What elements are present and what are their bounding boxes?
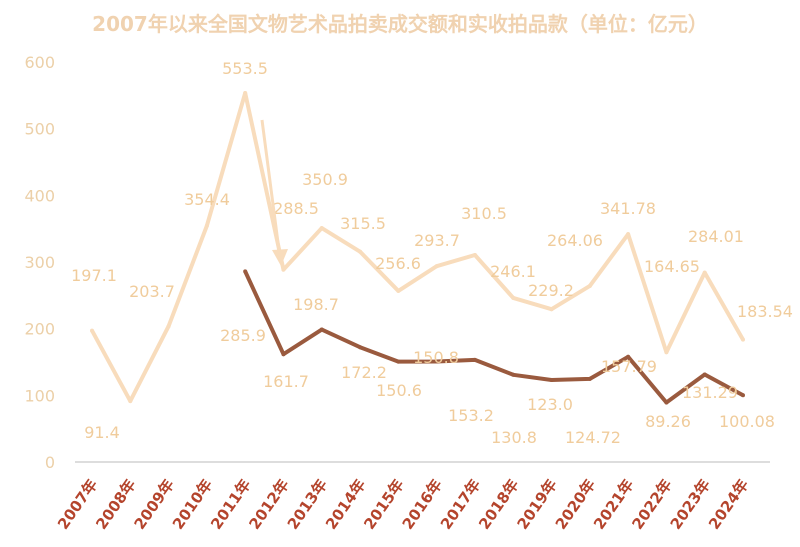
data-label: 293.7 bbox=[414, 231, 460, 250]
data-label: 315.5 bbox=[340, 214, 386, 233]
data-label: 150.8 bbox=[413, 348, 459, 367]
data-label: 150.6 bbox=[376, 381, 422, 400]
data-point bbox=[549, 378, 554, 382]
data-point bbox=[664, 400, 669, 405]
y-tick-label: 0 bbox=[45, 453, 55, 472]
data-label: 264.06 bbox=[547, 231, 603, 250]
data-point bbox=[319, 226, 324, 231]
data-label: 354.4 bbox=[184, 190, 230, 209]
data-point bbox=[434, 359, 439, 364]
data-label: 91.4 bbox=[84, 423, 120, 442]
data-point bbox=[281, 352, 286, 357]
data-point bbox=[626, 354, 631, 359]
data-label: 157.79 bbox=[601, 357, 657, 376]
data-label: 89.26 bbox=[645, 412, 691, 431]
data-point bbox=[511, 295, 516, 300]
data-label: 153.2 bbox=[448, 406, 494, 425]
data-point bbox=[702, 372, 707, 377]
data-point bbox=[166, 324, 171, 329]
data-label: 288.5 bbox=[273, 199, 319, 218]
y-tick-label: 100 bbox=[24, 386, 55, 405]
data-point bbox=[587, 376, 592, 381]
data-point bbox=[396, 288, 401, 293]
data-point bbox=[243, 269, 248, 274]
data-label: 197.1 bbox=[71, 266, 117, 285]
annotation-arrow bbox=[260, 119, 282, 259]
data-point bbox=[319, 327, 324, 332]
data-point bbox=[472, 253, 477, 257]
data-point bbox=[549, 307, 554, 312]
data-label: 100.08 bbox=[719, 412, 775, 431]
data-point bbox=[626, 232, 631, 237]
data-label: 161.7 bbox=[263, 372, 309, 391]
data-label: 203.7 bbox=[129, 282, 175, 301]
data-label: 183.54 bbox=[737, 302, 793, 321]
data-label: 350.9 bbox=[302, 170, 348, 189]
data-label: 198.7 bbox=[293, 295, 339, 314]
series-line-0 bbox=[90, 91, 745, 404]
data-point bbox=[358, 345, 363, 350]
data-point bbox=[396, 359, 401, 364]
data-label: 131.29 bbox=[682, 383, 738, 402]
data-label: 285.9 bbox=[220, 326, 266, 345]
y-tick-label: 200 bbox=[24, 320, 55, 339]
data-label: 256.6 bbox=[375, 254, 421, 273]
data-label: 164.65 bbox=[644, 257, 700, 276]
data-point bbox=[472, 357, 477, 362]
data-point bbox=[664, 350, 669, 355]
data-point bbox=[587, 283, 592, 288]
y-tick-label: 500 bbox=[24, 120, 55, 139]
data-label: 246.1 bbox=[490, 262, 536, 281]
data-point bbox=[434, 264, 439, 269]
x-tick-label: 2024年 bbox=[705, 476, 752, 533]
data-point bbox=[90, 328, 94, 333]
data-label: 124.72 bbox=[565, 428, 621, 447]
data-label: 130.8 bbox=[491, 428, 537, 447]
data-point bbox=[128, 399, 133, 404]
data-point bbox=[511, 372, 516, 377]
data-point bbox=[204, 223, 209, 228]
y-tick-label: 600 bbox=[24, 53, 55, 72]
data-point bbox=[281, 267, 286, 272]
arrow-head bbox=[272, 249, 288, 266]
data-point bbox=[358, 249, 363, 254]
chart-title: 2007年以来全国文物艺术品拍卖成交额和实收拍品款（单位：亿元） bbox=[92, 12, 708, 36]
data-label: 172.2 bbox=[341, 363, 387, 382]
data-label: 341.78 bbox=[600, 199, 656, 218]
data-point bbox=[702, 270, 707, 275]
y-tick-label: 400 bbox=[24, 186, 55, 205]
data-label: 553.5 bbox=[222, 59, 268, 78]
data-point bbox=[741, 393, 745, 398]
data-label: 123.0 bbox=[527, 395, 573, 414]
series-line-1 bbox=[243, 270, 744, 405]
data-label: 310.5 bbox=[461, 204, 507, 223]
data-label: 229.2 bbox=[528, 281, 574, 300]
data-point bbox=[243, 91, 248, 95]
data-point bbox=[741, 337, 745, 342]
data-label: 284.01 bbox=[688, 227, 744, 246]
y-tick-label: 300 bbox=[24, 253, 55, 272]
